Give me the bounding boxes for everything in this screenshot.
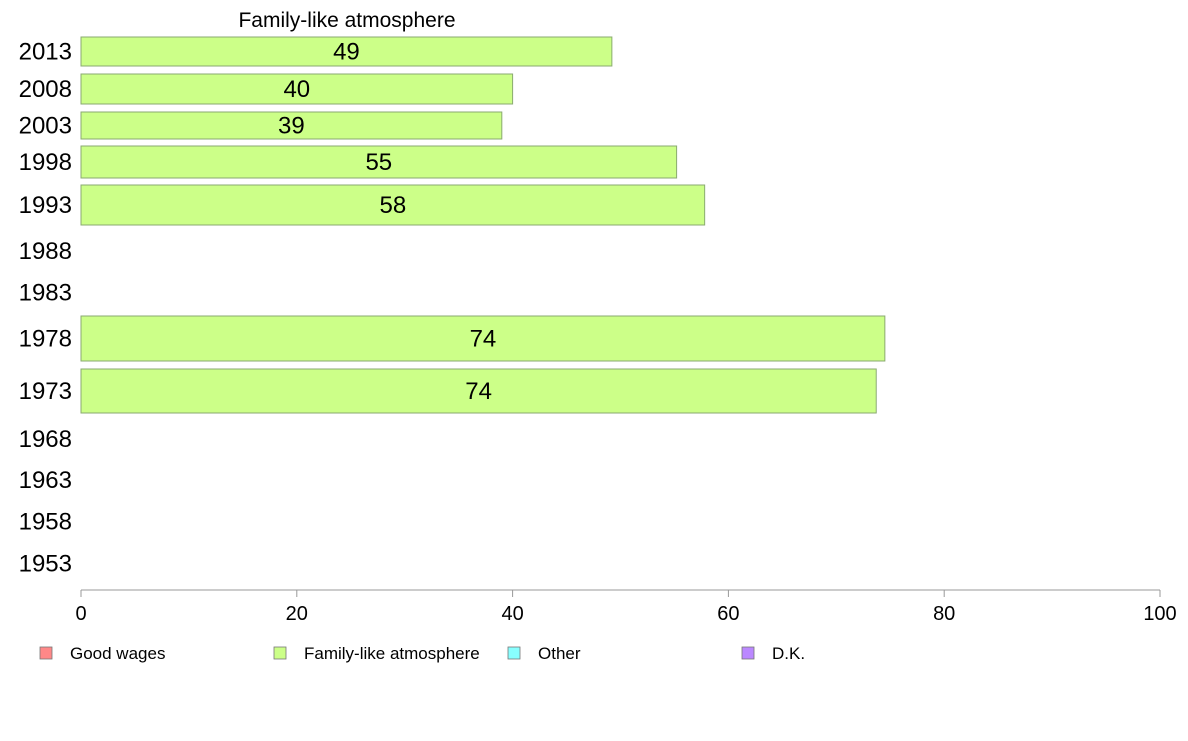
x-tick-label: 100 [1143, 603, 1176, 625]
bar-value-label: 55 [365, 149, 392, 176]
year-label: 1998 [19, 149, 72, 176]
bar-value-label: 49 [333, 39, 360, 66]
legend-label: Family-like atmosphere [304, 644, 480, 663]
year-label: 1978 [19, 326, 72, 353]
year-label: 1983 [19, 280, 72, 307]
bar [80, 368, 877, 414]
bars: 49 40 39 55 58 74 74 [80, 36, 886, 414]
legend: Good wages Family-like atmosphere Other D.K… [39, 644, 805, 663]
year-label: 2013 [19, 39, 72, 66]
legend-swatch [741, 646, 755, 660]
bar [80, 73, 514, 105]
year-labels: 2013 2008 2003 1998 1993 1988 1983 1978 1973 1968… [19, 39, 72, 578]
bar [80, 184, 706, 226]
year-label: 1958 [19, 509, 72, 536]
year-label: 1988 [19, 238, 72, 265]
x-tick-label: 20 [286, 603, 308, 625]
year-label: 1968 [19, 426, 72, 453]
year-label: 1953 [19, 551, 72, 578]
legend-swatch [39, 646, 53, 660]
bar [80, 315, 886, 362]
bar-value-label: 39 [278, 113, 305, 140]
x-tick-label: 0 [75, 603, 86, 625]
legend-swatch [273, 646, 287, 660]
year-label: 2003 [19, 113, 72, 140]
bar-value-label: 74 [465, 378, 492, 405]
x-tick-label: 40 [501, 603, 523, 625]
legend-label: D.K. [772, 644, 805, 663]
bar [80, 145, 678, 179]
bar [80, 111, 503, 140]
bar-value-label: 58 [379, 192, 406, 219]
legend-swatch [507, 646, 521, 660]
x-axis: 0 20 40 60 80 100 [75, 589, 1177, 625]
year-label: 2008 [19, 76, 72, 103]
chart-title: Family-like atmosphere [238, 9, 455, 32]
x-tick-label: 60 [717, 603, 739, 625]
bar-value-label: 40 [283, 76, 310, 103]
year-label: 1993 [19, 192, 72, 219]
x-tick-label: 80 [933, 603, 955, 625]
year-label: 1963 [19, 467, 72, 494]
bar-value-label: 74 [470, 326, 497, 353]
legend-label: Other [538, 644, 581, 663]
bar [80, 36, 613, 67]
legend-label: Good wages [70, 644, 165, 663]
year-label: 1973 [19, 378, 72, 405]
